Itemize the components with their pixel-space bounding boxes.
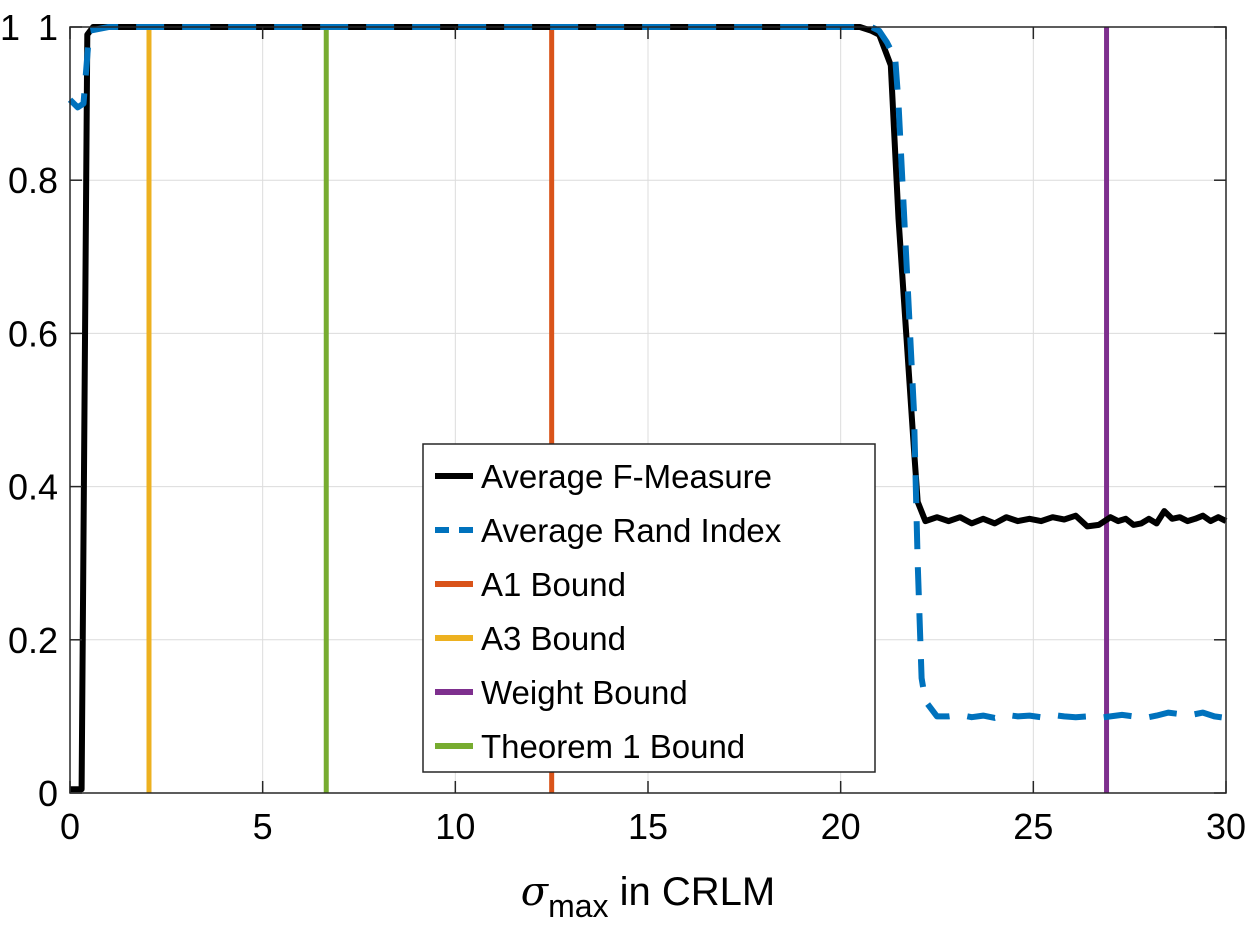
legend-label-average-rand-index: Average Rand Index [481, 512, 782, 549]
x-axis-title-suffix: in CRLM [609, 870, 776, 914]
x-axis-title-subscript: max [548, 888, 608, 924]
x-axis-title: σmax in CRLM [521, 869, 775, 924]
y-tick-label-2: 0.4 [8, 467, 58, 508]
y-tick-label-1: 0.2 [8, 620, 58, 661]
legend: Average F-Measure Average Rand Index A1 Bo… [422, 443, 876, 773]
y-tick-label-3: 0.6 [8, 313, 58, 354]
legend-label-weight-bound: Weight Bound [481, 674, 688, 711]
x-tick-label-3: 15 [628, 806, 668, 847]
legend-box [422, 443, 876, 773]
x-tick-label-1: 5 [253, 806, 273, 847]
legend-label-average-f-measure: Average F-Measure [481, 458, 772, 495]
x-tick-label-0: 0 [60, 806, 80, 847]
axes [69, 26, 1227, 794]
y-tick-label-5: 1 [38, 7, 58, 48]
x-tick-label-5: 25 [1013, 806, 1053, 847]
y-tick-label-extra: 1 [0, 7, 20, 48]
legend-label-a1-bound: A1 Bound [481, 566, 626, 603]
legend-label-a3-bound: A3 Bound [481, 620, 626, 657]
x-tick-label-6: 30 [1206, 806, 1246, 847]
tick-labels: 0 5 10 15 20 25 30 0 0.2 0.4 0.6 0.8 11 [0, 7, 1246, 847]
legend-label-theorem-1-bound: Theorem 1 Bound [481, 728, 745, 765]
x-axis-title-symbol: σ [521, 869, 550, 915]
y-tick-label-4: 0.8 [8, 160, 58, 201]
y-tick-label-0: 0 [38, 773, 58, 814]
x-tick-label-2: 10 [435, 806, 475, 847]
x-tick-label-4: 20 [821, 806, 861, 847]
